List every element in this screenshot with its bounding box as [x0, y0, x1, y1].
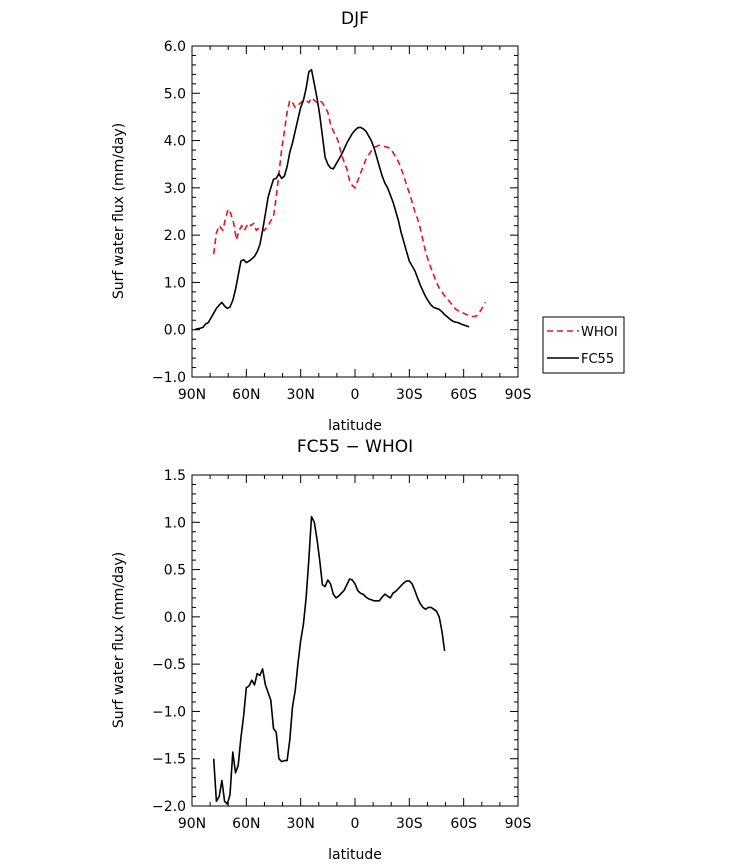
y-tick-label: 1.0 — [164, 275, 186, 291]
difference-chart: FC55 − WHOI Surf water flux (mm/day) lat… — [111, 437, 531, 863]
series-line-difference — [212, 515, 446, 805]
y-tick-label: 2.0 — [164, 228, 186, 244]
y-tick-label: 0.0 — [164, 323, 186, 339]
series-line-fc55 — [194, 68, 470, 331]
x-tick-label: 0 — [351, 387, 360, 403]
legend-label-fc55: FC55 — [581, 352, 614, 367]
x-tick-label: 60S — [450, 816, 477, 832]
series-group — [212, 515, 446, 805]
x-axis-label: latitude — [328, 418, 382, 434]
y-tick-label: −0.5 — [152, 657, 186, 673]
x-tick-label: 90N — [178, 816, 206, 832]
y-tick-label: 0.0 — [164, 610, 186, 626]
y-tick-label: 4.0 — [164, 134, 186, 150]
y-tick-label: −1.5 — [152, 752, 186, 768]
x-tick-label: 90N — [178, 387, 206, 403]
djf-chart: DJF Surf water flux (mm/day) latitude 90… — [111, 9, 531, 434]
x-tick-label: 60N — [232, 387, 260, 403]
y-tick-label: −1.0 — [152, 704, 186, 720]
y-axis-label: Surf water flux (mm/day) — [111, 123, 127, 299]
chart-title: FC55 − WHOI — [297, 437, 413, 457]
legend-box — [542, 316, 625, 374]
x-tick-label: 60S — [450, 387, 477, 403]
series-line-whoi — [212, 97, 487, 318]
x-tick-label: 90S — [505, 816, 532, 832]
plot-frame — [191, 45, 519, 378]
series-group — [194, 68, 487, 331]
plot-frame — [191, 474, 519, 807]
ticks: 90N 60N 30N 0 30S 60S 90S −2.0 −1.5 −1.0 −0.5 0.0 0.… — [152, 468, 531, 832]
chart-title: DJF — [341, 9, 369, 29]
y-tick-label: 3.0 — [164, 181, 186, 197]
y-tick-label: −1.0 — [152, 370, 186, 386]
x-tick-label: 30N — [287, 816, 315, 832]
y-tick-label: −2.0 — [152, 799, 186, 815]
y-tick-label: 0.5 — [164, 563, 186, 579]
x-tick-label: 30N — [287, 387, 315, 403]
y-tick-label: 5.0 — [164, 86, 186, 102]
x-tick-label: 0 — [351, 816, 360, 832]
y-axis-label: Surf water flux (mm/day) — [111, 552, 127, 728]
y-tick-label: 1.0 — [164, 515, 186, 531]
x-tick-label: 30S — [396, 816, 423, 832]
x-tick-label: 60N — [232, 816, 260, 832]
legend-label-whoi: WHOI — [581, 325, 618, 340]
ticks: 90N 60N 30N 0 30S 60S 90S −1.0 0.0 1.0 2.0 3.0 4.0 5.… — [152, 39, 531, 403]
x-tick-label: 30S — [396, 387, 423, 403]
legend: WHOI FC55 — [542, 316, 625, 374]
y-tick-label: 1.5 — [164, 468, 186, 484]
x-axis-label: latitude — [328, 847, 382, 863]
y-tick-label: 6.0 — [164, 39, 186, 55]
x-tick-label: 90S — [505, 387, 532, 403]
